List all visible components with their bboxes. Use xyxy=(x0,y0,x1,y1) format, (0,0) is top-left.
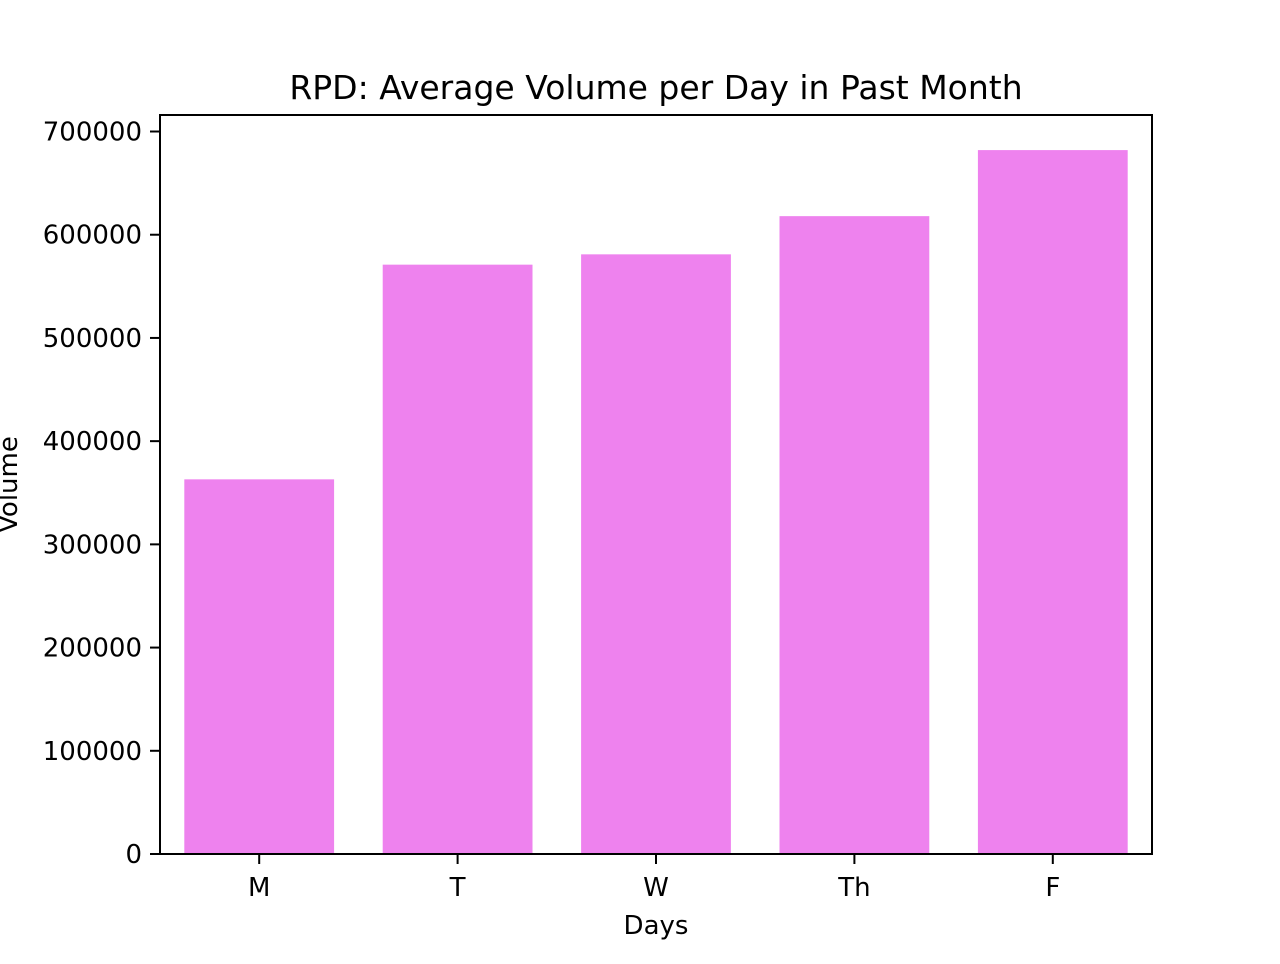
y-tick-label: 600000 xyxy=(43,221,142,251)
x-tick-label: W xyxy=(643,873,669,903)
bar-m xyxy=(184,479,335,854)
y-tick-label: 0 xyxy=(125,840,142,870)
x-axis-ticks: M T W Th F xyxy=(248,854,1060,903)
x-tick-label: T xyxy=(449,873,466,903)
y-tick-label: 100000 xyxy=(43,737,142,767)
y-tick-label: 300000 xyxy=(43,530,142,560)
x-tick-label: F xyxy=(1045,873,1060,903)
x-tick-label: M xyxy=(248,873,270,903)
bar-w xyxy=(581,254,731,854)
bars-layer xyxy=(184,150,1128,855)
chart-title: RPD: Average Volume per Day in Past Mont… xyxy=(289,68,1022,107)
y-axis-ticks: 0 100000 200000 300000 400000 500000 600000 700… xyxy=(43,118,160,870)
y-tick-label: 500000 xyxy=(43,324,142,354)
y-tick-label: 700000 xyxy=(43,118,142,148)
x-tick-label: Th xyxy=(837,873,870,903)
bar-th xyxy=(779,216,930,854)
bar-f xyxy=(977,150,1128,855)
y-axis-label: Volume xyxy=(0,436,24,533)
bar-t xyxy=(382,264,533,854)
plot-frame xyxy=(159,114,1153,855)
y-tick-label: 400000 xyxy=(43,427,142,457)
y-tick-label: 200000 xyxy=(43,634,142,664)
x-axis-label: Days xyxy=(624,911,689,941)
